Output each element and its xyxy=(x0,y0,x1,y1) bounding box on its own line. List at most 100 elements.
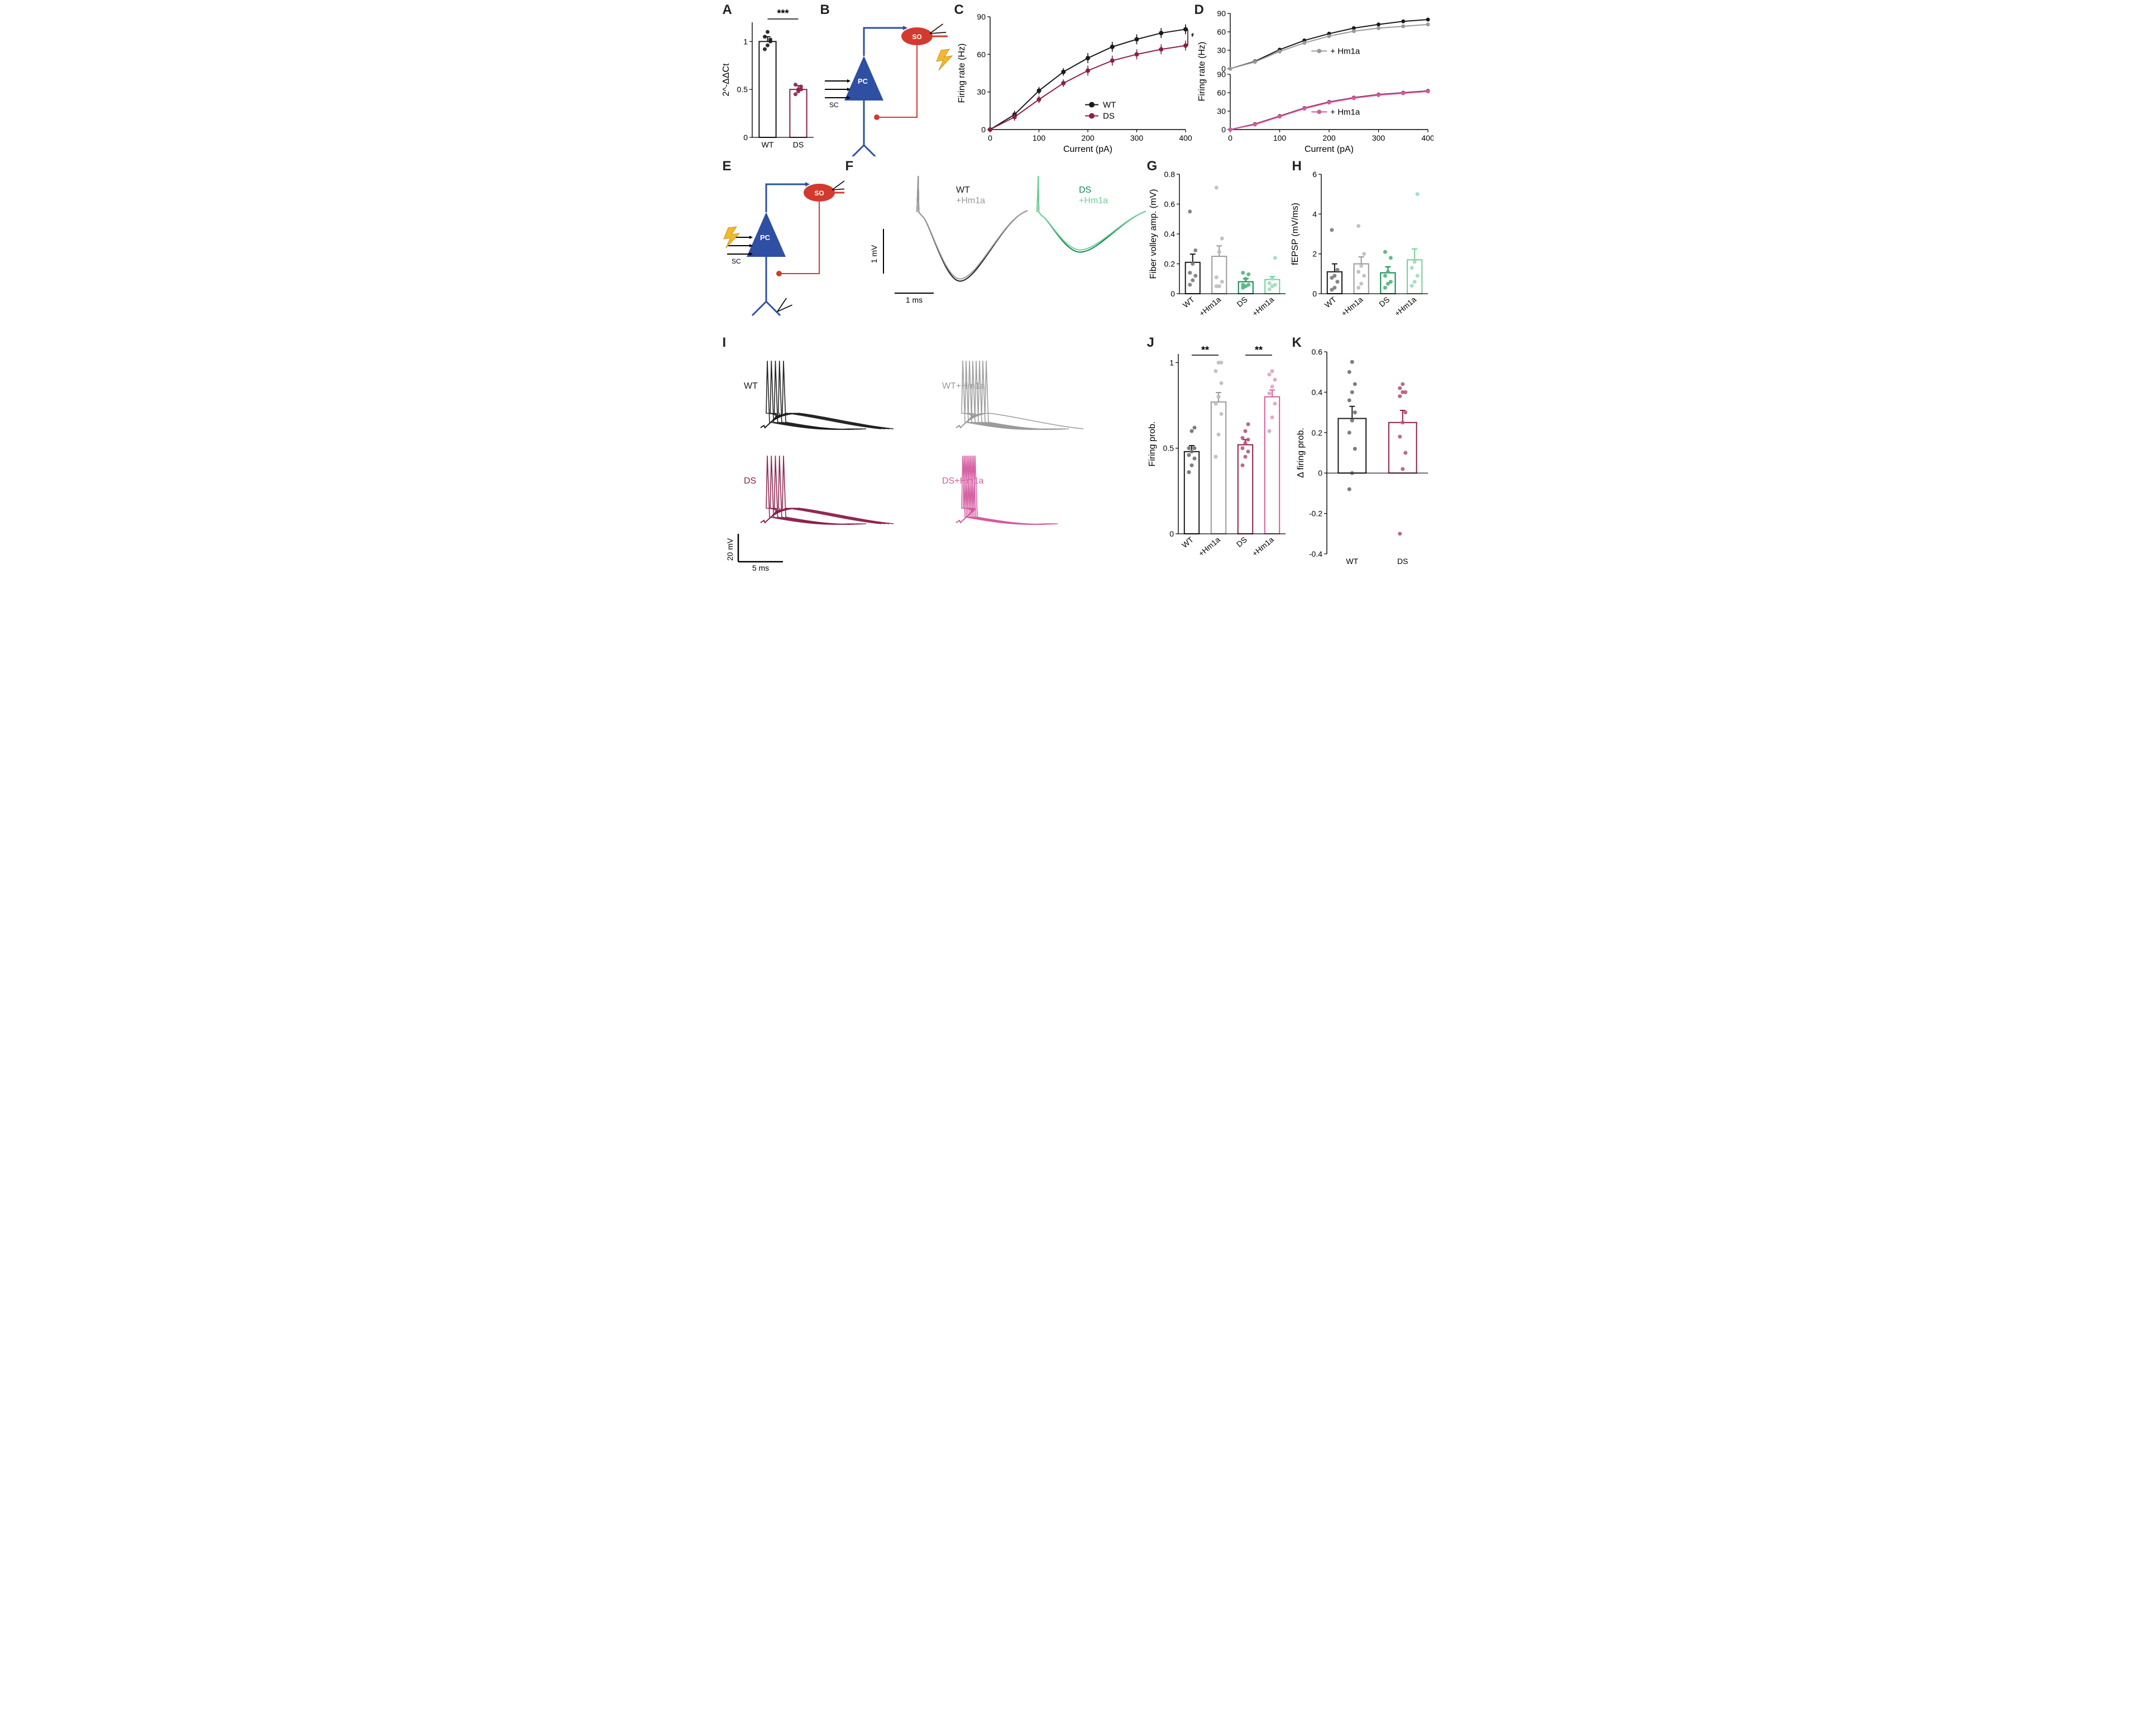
panel-label-k: K xyxy=(1292,335,1302,351)
svg-text:+ Hm1a: + Hm1a xyxy=(1330,107,1360,117)
svg-text:DS: DS xyxy=(1234,535,1248,549)
panel-label-c: C xyxy=(954,2,964,18)
svg-text:30: 30 xyxy=(1217,46,1226,55)
panel-label-j: J xyxy=(1147,335,1154,351)
svg-text:60: 60 xyxy=(1217,27,1226,36)
panel-i: I WT WT+Hm1a DS DS+Hm1a 20 mV 5 ms xyxy=(722,338,1146,573)
svg-text:0: 0 xyxy=(1318,468,1322,477)
panel-c: C 03060900100200300400Current (pA)Firing… xyxy=(953,6,1193,156)
svg-text:0: 0 xyxy=(1228,133,1232,142)
svg-text:1: 1 xyxy=(1169,358,1174,367)
svg-text:WT: WT xyxy=(761,140,773,149)
svg-text:Firing rate (Hz): Firing rate (Hz) xyxy=(1197,42,1207,102)
panel-g: G 00.20.40.60.8Fiber volley amp. (mV)WT+… xyxy=(1146,162,1291,329)
svg-text:DS: DS xyxy=(1103,112,1115,121)
svg-text:200: 200 xyxy=(1081,133,1095,142)
panel-k: K -0.4-0.200.20.40.6Δ firing prob.WTDS xyxy=(1291,338,1434,573)
svg-text:0.5: 0.5 xyxy=(1163,444,1174,453)
svg-text:0.8: 0.8 xyxy=(1164,170,1175,179)
svg-text:90: 90 xyxy=(977,12,986,21)
svg-text:+Hm1a: +Hm1a xyxy=(1250,535,1275,558)
svg-text:1 ms: 1 ms xyxy=(905,295,922,304)
svg-text:2^-ΔΔCt: 2^-ΔΔCt xyxy=(722,63,731,97)
panel-f: F WT+Hm1aDS+Hm1a1 mV1 ms xyxy=(844,162,1146,329)
svg-text:30: 30 xyxy=(1217,107,1226,116)
svg-text:Current (pA): Current (pA) xyxy=(1063,145,1112,154)
svg-text:0.6: 0.6 xyxy=(1164,200,1175,209)
svg-text:DS: DS xyxy=(1079,185,1091,195)
svg-text:400: 400 xyxy=(1179,133,1192,142)
panel-j: J 00.51Firing prob.WT+Hm1aDS+Hm1a**** xyxy=(1146,338,1291,573)
svg-text:0.5: 0.5 xyxy=(737,85,748,94)
panel-d: D 0306090+ Hm1a03060900100200300400+ Hm1… xyxy=(1193,6,1434,156)
svg-text:200: 200 xyxy=(1322,133,1336,142)
svg-text:PC: PC xyxy=(857,77,868,85)
svg-text:DS: DS xyxy=(744,476,756,486)
svg-text:+Hm1a: +Hm1a xyxy=(1392,295,1417,318)
panel-b: B PCSOSC xyxy=(819,6,953,156)
svg-text:90: 90 xyxy=(1217,9,1226,18)
svg-text:WT: WT xyxy=(1179,535,1195,550)
panel-label-g: G xyxy=(1147,159,1158,174)
svg-text:**: ** xyxy=(1201,345,1208,356)
svg-text:0: 0 xyxy=(743,133,748,142)
panel-label-b: B xyxy=(820,2,830,18)
svg-text:+Hm1a: +Hm1a xyxy=(1079,196,1108,205)
svg-text:1 mV: 1 mV xyxy=(869,245,878,263)
svg-text:90: 90 xyxy=(1217,70,1226,79)
svg-text:SO: SO xyxy=(814,189,824,197)
svg-text:0: 0 xyxy=(1170,289,1175,298)
svg-text:1: 1 xyxy=(743,37,748,46)
svg-text:400: 400 xyxy=(1421,133,1434,142)
panel-label-a: A xyxy=(723,2,732,18)
svg-text:Current (pA): Current (pA) xyxy=(1304,145,1353,154)
svg-text:+ Hm1a: + Hm1a xyxy=(1330,46,1360,56)
svg-text:DS: DS xyxy=(1377,295,1391,309)
svg-text:DS+Hm1a: DS+Hm1a xyxy=(942,476,983,486)
svg-text:4: 4 xyxy=(1312,209,1317,218)
panel-e: E PCSOSC xyxy=(722,162,844,329)
svg-text:30: 30 xyxy=(977,88,986,97)
svg-text:DS: DS xyxy=(792,140,803,149)
svg-text:+Hm1a: +Hm1a xyxy=(1250,295,1275,318)
svg-text:5 ms: 5 ms xyxy=(752,563,768,572)
svg-text:-0.4: -0.4 xyxy=(1308,549,1322,558)
panel-label-e: E xyxy=(723,159,732,174)
svg-text:+Hm1a: +Hm1a xyxy=(1339,295,1364,318)
panel-label-h: H xyxy=(1292,159,1302,174)
svg-text:Δ firing prob.: Δ firing prob. xyxy=(1296,428,1306,478)
svg-text:0: 0 xyxy=(988,133,992,142)
svg-text:0.2: 0.2 xyxy=(1164,260,1175,269)
svg-text:SC: SC xyxy=(732,257,741,265)
svg-text:2: 2 xyxy=(1312,250,1317,259)
svg-text:DS: DS xyxy=(1235,295,1249,309)
svg-text:300: 300 xyxy=(1130,133,1143,142)
svg-text:WT: WT xyxy=(1322,295,1337,310)
svg-text:WT+Hm1a: WT+Hm1a xyxy=(942,381,985,391)
svg-text:100: 100 xyxy=(1273,133,1286,142)
panel-label-i: I xyxy=(723,335,727,351)
svg-text:SO: SO xyxy=(912,33,921,41)
svg-text:0: 0 xyxy=(1312,289,1317,298)
svg-text:0.2: 0.2 xyxy=(1311,428,1322,437)
svg-text:6: 6 xyxy=(1312,170,1317,179)
svg-text:Firing prob.: Firing prob. xyxy=(1148,422,1157,467)
svg-text:fEPSP (mV/ms): fEPSP (mV/ms) xyxy=(1291,203,1300,265)
svg-text:WT: WT xyxy=(744,381,758,391)
svg-text:DS: DS xyxy=(1397,557,1408,566)
svg-text:+Hm1a: +Hm1a xyxy=(1197,295,1222,318)
svg-text:20 mV: 20 mV xyxy=(725,538,734,561)
panel-h: H 0246fEPSP (mV/ms)WT+Hm1aDS+Hm1a xyxy=(1291,162,1434,329)
panel-label-d: D xyxy=(1195,2,1204,18)
figure: A 00.512^-ΔΔCtWTDS*** B PCSOSC C 0306090… xyxy=(717,0,1434,577)
svg-text:0: 0 xyxy=(1169,529,1174,538)
svg-text:0.6: 0.6 xyxy=(1311,347,1322,356)
svg-text:WT: WT xyxy=(1181,295,1196,310)
svg-text:300: 300 xyxy=(1372,133,1385,142)
svg-text:Firing rate (Hz): Firing rate (Hz) xyxy=(957,44,967,103)
svg-text:**: ** xyxy=(1254,345,1262,356)
svg-text:WT: WT xyxy=(1103,101,1116,110)
svg-text:0.4: 0.4 xyxy=(1311,388,1322,396)
svg-text:+Hm1a: +Hm1a xyxy=(956,196,985,205)
svg-text:WT: WT xyxy=(1346,557,1358,566)
